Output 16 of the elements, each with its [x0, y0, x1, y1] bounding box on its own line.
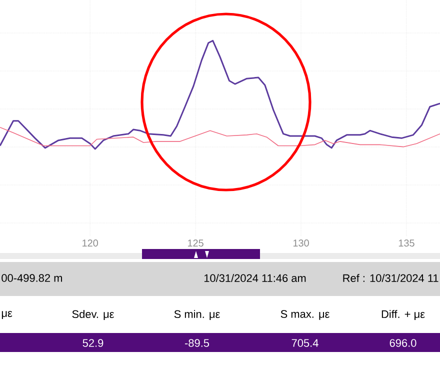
text: Ref : 10/31/2024 11: [343, 274, 438, 282]
text: 52.9: [82, 339, 104, 347]
x-tick-label: 130: [293, 240, 309, 247]
text: S max. με: [280, 310, 330, 320]
text: Sdev. με: [72, 310, 114, 320]
text: S min. με: [174, 310, 220, 320]
text: 00-499.82 m: [2, 274, 62, 282]
text: Diff. + με: [382, 310, 425, 320]
x-tick-label: 120: [82, 240, 98, 247]
text: 10/31/2024 11:46 am: [204, 274, 306, 282]
text: -89.5: [185, 339, 210, 347]
x-tick-label: 135: [398, 240, 414, 247]
x-tick-label: 125: [188, 240, 204, 247]
text: 705.4: [292, 339, 318, 347]
text: με: [2, 311, 12, 320]
text: 696.0: [390, 339, 416, 347]
